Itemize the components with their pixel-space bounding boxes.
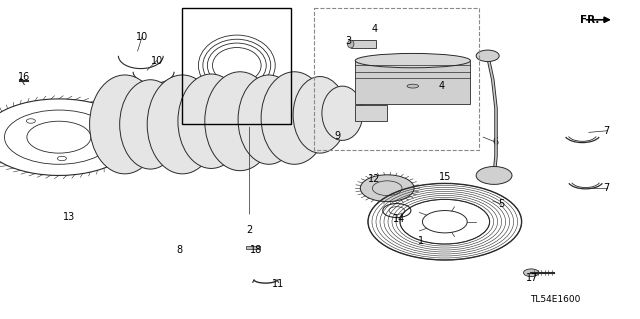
Bar <box>182 8 291 124</box>
Ellipse shape <box>293 77 347 153</box>
Text: 7: 7 <box>604 126 610 136</box>
Text: FR.: FR. <box>580 15 600 25</box>
Text: 10: 10 <box>136 32 148 42</box>
Text: 17: 17 <box>525 272 538 283</box>
Ellipse shape <box>322 86 363 140</box>
Ellipse shape <box>205 72 275 171</box>
Bar <box>355 61 470 104</box>
Text: 4: 4 <box>438 81 445 91</box>
Text: 5: 5 <box>499 199 505 209</box>
Ellipse shape <box>147 75 218 174</box>
Text: 7: 7 <box>604 183 610 193</box>
Text: 8: 8 <box>176 245 182 256</box>
Text: TL54E1600: TL54E1600 <box>531 295 580 304</box>
Text: 16: 16 <box>18 71 31 82</box>
Text: 4: 4 <box>371 24 378 34</box>
Ellipse shape <box>178 74 244 168</box>
Bar <box>351 40 376 48</box>
Circle shape <box>360 175 414 202</box>
Bar <box>355 105 387 121</box>
Text: 13: 13 <box>63 212 76 222</box>
Text: 11: 11 <box>272 279 285 289</box>
Ellipse shape <box>407 84 419 88</box>
Ellipse shape <box>355 54 470 68</box>
Text: 6: 6 <box>492 137 499 147</box>
Text: 9: 9 <box>334 130 340 141</box>
Ellipse shape <box>261 72 328 164</box>
Ellipse shape <box>348 40 354 48</box>
Text: 12: 12 <box>368 174 381 184</box>
Ellipse shape <box>120 80 181 169</box>
Circle shape <box>476 167 512 184</box>
Bar <box>246 246 260 249</box>
Text: 3: 3 <box>346 36 352 47</box>
Text: 15: 15 <box>438 172 451 182</box>
Text: 14: 14 <box>392 213 405 224</box>
Circle shape <box>476 50 499 62</box>
Text: 2: 2 <box>246 225 253 235</box>
Ellipse shape <box>90 75 160 174</box>
Ellipse shape <box>238 75 300 164</box>
Text: 1: 1 <box>418 236 424 246</box>
Circle shape <box>524 269 539 277</box>
Text: 18: 18 <box>250 245 262 256</box>
Text: 10: 10 <box>150 56 163 66</box>
Bar <box>314 8 479 150</box>
